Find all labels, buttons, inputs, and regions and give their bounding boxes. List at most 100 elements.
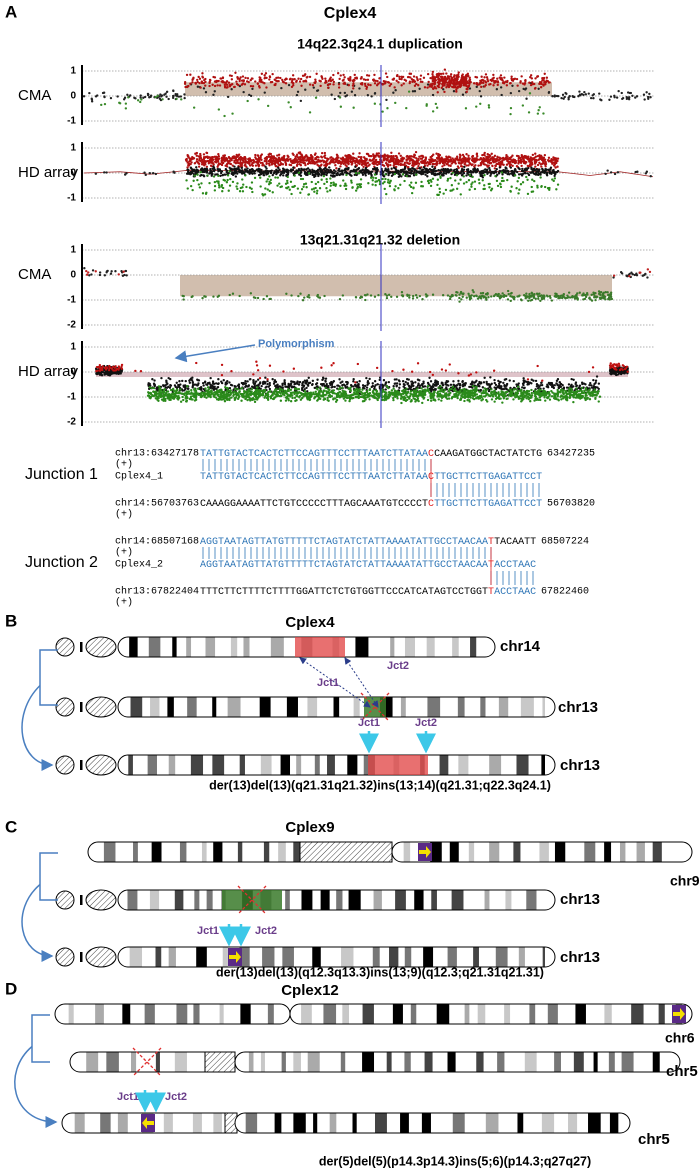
sequence-name: Cplex4_2 <box>115 559 163 571</box>
y-tick-label: -2 <box>67 417 76 428</box>
stalk <box>80 760 83 770</box>
chromosome-band <box>174 1052 187 1072</box>
chromosome-band <box>259 697 271 717</box>
chromosome-band <box>293 842 300 862</box>
y-tick-label: 0 <box>70 367 76 378</box>
bracket <box>31 1014 50 1063</box>
inserted-region <box>368 755 428 775</box>
chromosome-band <box>122 1004 131 1024</box>
curved-arrow <box>21 684 54 771</box>
chromosome-band <box>477 1004 486 1024</box>
strand: (+) <box>115 509 133 521</box>
chromosome-band <box>239 755 245 775</box>
junction-label: Junction 2 <box>25 554 98 571</box>
chromosome-band <box>392 1004 403 1024</box>
plot-label: HD array <box>18 363 79 380</box>
chromosome-band <box>307 1052 320 1072</box>
chromosome-band <box>390 637 395 657</box>
chromosome-band <box>652 842 662 862</box>
chromosome-band <box>219 1004 224 1024</box>
p-arm <box>85 636 117 658</box>
y-tick-label: 1 <box>70 245 76 256</box>
junction-label: Jct1 <box>117 1091 139 1103</box>
insertion-arrow <box>142 1117 154 1129</box>
chromosome-band <box>196 947 207 967</box>
inserted-region <box>295 637 345 657</box>
annotation: Polymorphism <box>258 338 335 350</box>
chromosome-band <box>604 1004 612 1024</box>
chromosome-band <box>260 1052 265 1072</box>
sequence-segment: TTGCTTCTTGAGATTCCT <box>434 499 542 510</box>
chromosome-band <box>470 637 477 657</box>
chromosome-band <box>282 947 294 967</box>
chromosome-band <box>245 1113 258 1133</box>
sequence-name: chr14:68507168 <box>115 536 199 548</box>
data-points <box>95 360 629 384</box>
chromosome-band <box>262 947 275 967</box>
chromosome-arm <box>289 1003 693 1025</box>
chromosome-band <box>498 697 509 717</box>
chromosome-band <box>355 637 369 657</box>
chromosome-band <box>464 1004 470 1024</box>
chromosome-band <box>192 1113 202 1133</box>
chromosome-band <box>404 947 412 967</box>
heterochromatin <box>204 1051 236 1073</box>
chromosome-band <box>130 697 143 717</box>
chromosome-band <box>430 842 442 862</box>
chromosome-band <box>128 755 133 775</box>
chromosome-band <box>452 1113 465 1133</box>
chromosome-band <box>133 842 138 862</box>
chromosome-band <box>230 637 238 657</box>
sequence-name: chr14:56703763 <box>115 498 199 510</box>
chromosome-band <box>520 697 534 717</box>
sequence-end: 63427235 <box>547 449 595 460</box>
chromosome-label: chr13 <box>560 949 600 966</box>
panel-label: D <box>5 979 17 998</box>
chromosome-band <box>301 890 313 910</box>
chromosome-band <box>652 1052 660 1072</box>
chromosome-band <box>451 890 464 910</box>
satellite <box>55 890 75 910</box>
sequence-segment: C <box>428 499 434 510</box>
chromosome-band <box>547 1004 558 1024</box>
satellite <box>55 637 75 657</box>
chromosome-band <box>193 1004 200 1024</box>
chromosome-label: chr9 <box>670 873 699 889</box>
chromosome-band <box>658 1004 665 1024</box>
chromosome-arm <box>87 841 311 863</box>
satellite <box>55 755 75 775</box>
sequence-segment: C <box>428 449 434 460</box>
stalk <box>80 642 83 652</box>
sequence-segment: TATTGTACTCACTCTTCCAGTTTCCTTTAATCTTATAA <box>200 472 428 483</box>
chromosome-band <box>68 1004 74 1024</box>
chromosome-arm <box>234 1051 681 1073</box>
chromosome-band <box>372 947 380 967</box>
y-tick-label: 1 <box>70 143 76 154</box>
chromosome-band <box>518 947 525 967</box>
chromosome-band <box>403 842 411 862</box>
sequence: TTTCTTCTTTTCTTTTGGATTCTCTGTGGTTCCCATCATA… <box>200 587 536 598</box>
chromosome-band <box>212 755 225 775</box>
sequence-name: Cplex4_1 <box>115 471 163 483</box>
chromosome-band <box>348 890 361 910</box>
junction-label: Jct2 <box>165 1091 187 1103</box>
data-points <box>184 150 560 171</box>
sequence-name: chr13:67822404 <box>115 586 199 598</box>
junction-label: Jct2 <box>255 925 277 937</box>
y-tick-label: 0 <box>70 270 76 281</box>
chromosome-band <box>431 890 437 910</box>
satellite <box>55 947 75 967</box>
plot-title: 13q21.31q21.32 deletion <box>300 232 460 248</box>
chromosome-band <box>495 947 508 967</box>
junction-label: Jct2 <box>387 660 409 672</box>
chromosome-band <box>172 637 177 657</box>
deletion-mark <box>132 1047 162 1077</box>
stalk <box>80 952 83 962</box>
y-tick-label: 1 <box>70 342 76 353</box>
chromosome-band <box>267 1004 274 1024</box>
chromosome-band <box>410 1004 417 1024</box>
heterochromatin <box>299 841 393 863</box>
chromosome-band <box>281 1052 286 1072</box>
chromosome-band <box>237 842 243 862</box>
